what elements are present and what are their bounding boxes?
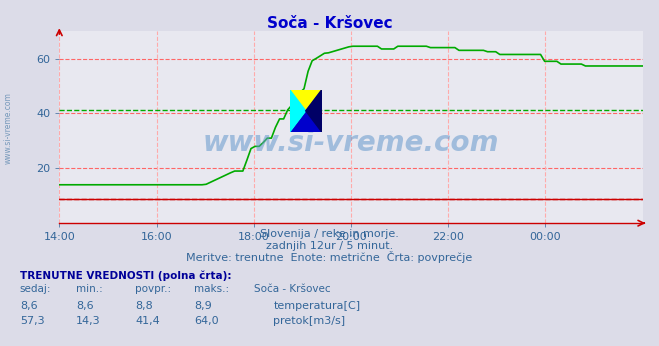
Text: www.si-vreme.com: www.si-vreme.com	[203, 128, 499, 156]
Text: 14,3: 14,3	[76, 316, 100, 326]
Polygon shape	[290, 90, 322, 132]
Text: temperatura[C]: temperatura[C]	[273, 301, 360, 311]
Text: Soča - Kršovec: Soča - Kršovec	[254, 284, 330, 294]
Text: zadnjih 12ur / 5 minut.: zadnjih 12ur / 5 minut.	[266, 241, 393, 251]
Text: 8,8: 8,8	[135, 301, 153, 311]
Text: povpr.:: povpr.:	[135, 284, 171, 294]
Text: 8,6: 8,6	[20, 301, 38, 311]
Text: sedaj:: sedaj:	[20, 284, 51, 294]
Text: maks.:: maks.:	[194, 284, 229, 294]
Text: 57,3: 57,3	[20, 316, 44, 326]
Text: Slovenija / reke in morje.: Slovenija / reke in morje.	[260, 229, 399, 239]
Text: 41,4: 41,4	[135, 316, 160, 326]
Text: www.si-vreme.com: www.si-vreme.com	[3, 92, 13, 164]
Polygon shape	[306, 90, 322, 132]
Text: pretok[m3/s]: pretok[m3/s]	[273, 316, 345, 326]
Text: TRENUTNE VREDNOSTI (polna črta):: TRENUTNE VREDNOSTI (polna črta):	[20, 270, 231, 281]
Polygon shape	[290, 90, 306, 132]
Text: 64,0: 64,0	[194, 316, 219, 326]
Text: Meritve: trenutne  Enote: metrične  Črta: povprečje: Meritve: trenutne Enote: metrične Črta: …	[186, 251, 473, 263]
Polygon shape	[290, 90, 322, 132]
Text: 8,9: 8,9	[194, 301, 212, 311]
Text: 8,6: 8,6	[76, 301, 94, 311]
Text: Soča - Kršovec: Soča - Kršovec	[267, 16, 392, 30]
Text: min.:: min.:	[76, 284, 103, 294]
